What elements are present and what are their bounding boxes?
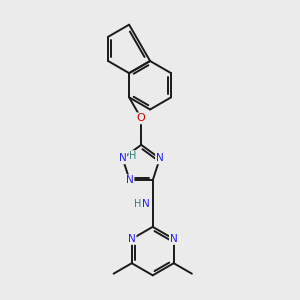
Text: O: O [137,113,146,123]
Text: N: N [119,153,127,164]
Text: N: N [142,199,150,208]
Text: H: H [134,199,141,208]
Text: H: H [129,151,137,161]
Text: N: N [170,234,178,244]
Text: N: N [126,175,134,185]
Text: N: N [128,234,136,244]
Text: N: N [156,153,164,164]
